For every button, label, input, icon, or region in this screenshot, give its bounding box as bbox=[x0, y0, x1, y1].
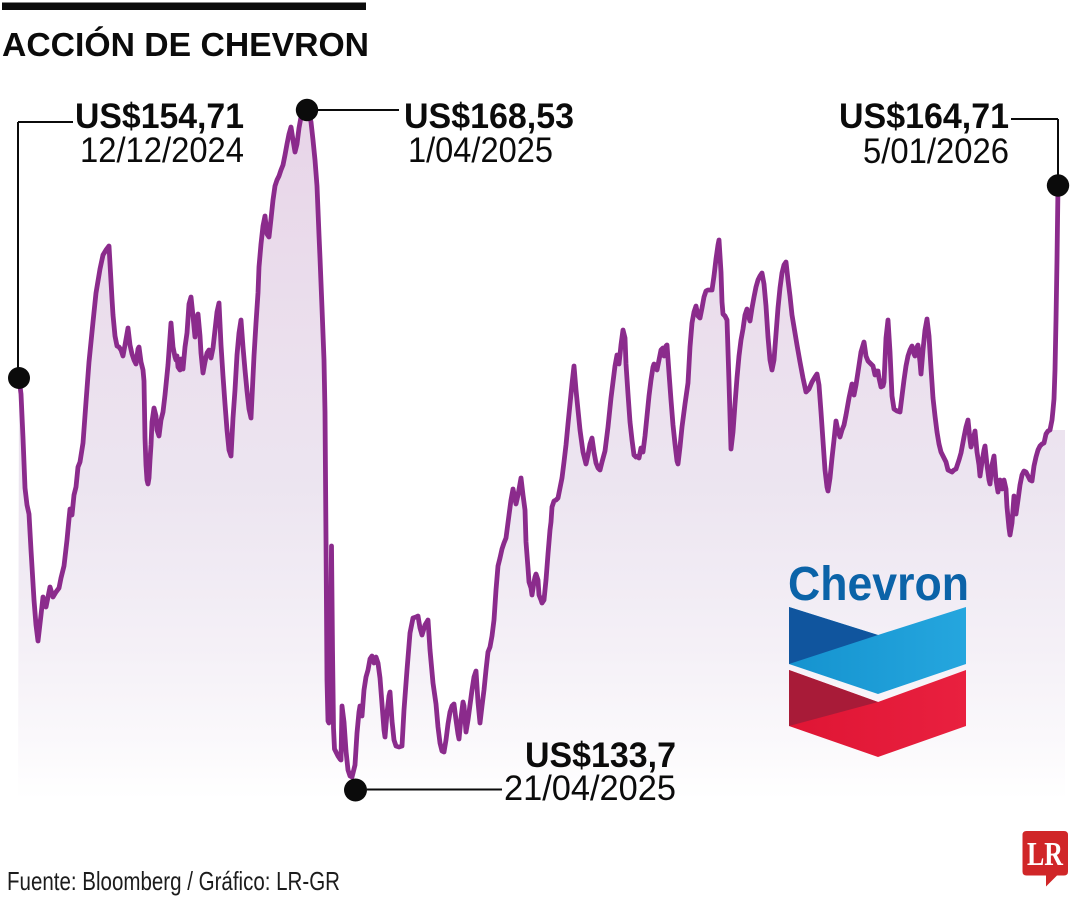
svg-text:US$133,7: US$133,7 bbox=[525, 736, 676, 775]
svg-text:US$154,71: US$154,71 bbox=[75, 97, 244, 136]
svg-text:ACCIÓN DE CHEVRON: ACCIÓN DE CHEVRON bbox=[2, 26, 369, 63]
svg-text:12/12/2024: 12/12/2024 bbox=[80, 131, 244, 170]
svg-text:Fuente: Bloomberg / Gráfico: L: Fuente: Bloomberg / Gráfico: LR-GR bbox=[7, 866, 340, 896]
svg-text:1/04/2025: 1/04/2025 bbox=[408, 131, 553, 170]
svg-text:Chevron: Chevron bbox=[788, 558, 969, 611]
svg-text:LR: LR bbox=[1027, 836, 1063, 873]
svg-text:US$164,71: US$164,71 bbox=[839, 97, 1009, 136]
svg-text:US$168,53: US$168,53 bbox=[404, 97, 574, 136]
svg-text:21/04/2025: 21/04/2025 bbox=[504, 769, 676, 808]
svg-text:5/01/2026: 5/01/2026 bbox=[863, 132, 1009, 171]
